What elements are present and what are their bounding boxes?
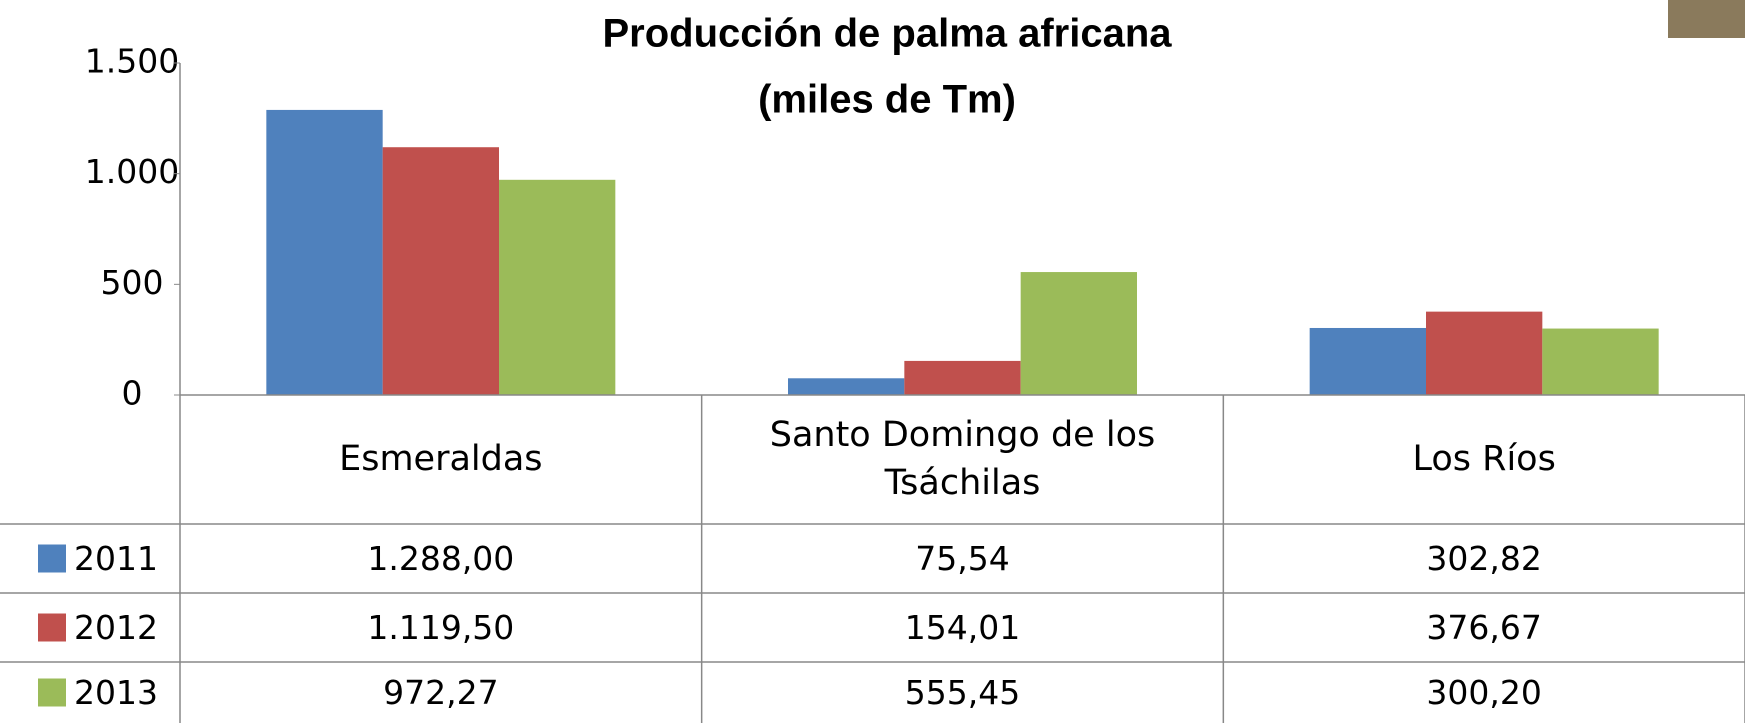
page: Producción de palma africana (miles de T… [0,0,1745,723]
y-tick-label: 1.000 [85,152,179,191]
category-cell: Los Ríos [1233,399,1735,520]
bar [904,361,1020,395]
bar [499,180,615,395]
value-label: 972,27 [383,673,498,712]
y-tick-label: 500 [101,263,164,302]
value-label: 300,20 [1426,673,1541,712]
category-cell: Esmeraldas [190,399,692,520]
bar [1021,272,1137,395]
bar [266,110,382,395]
bar [383,147,499,395]
value-label: 302,82 [1426,539,1541,578]
x-tick-label: Los Ríos [1233,399,1735,520]
x-tick-label: Santo Domingo de los Tsáchilas [712,399,1214,520]
photo-fragment [1668,0,1745,38]
legend-label: 2011 [74,539,158,578]
bar [1542,329,1658,395]
y-tick-label: 1.500 [85,42,179,81]
x-tick-label: Esmeraldas [190,399,692,520]
value-label: 1.119,50 [367,608,514,647]
bar [788,378,904,395]
y-tick-label: 0 [122,374,143,413]
chart: Producción de palma africana (miles de T… [0,0,1745,723]
bar [1426,312,1542,395]
value-label: 154,01 [905,608,1020,647]
chart-title: Producción de palma africana [602,12,1172,56]
chart-subtitle: (miles de Tm) [758,78,1016,122]
legend-label: 2013 [74,673,158,712]
legend-swatch [38,679,66,707]
value-label: 376,67 [1426,608,1541,647]
value-label: 1.288,00 [367,539,514,578]
legend-label: 2012 [74,608,158,647]
category-cell: Santo Domingo de los Tsáchilas [712,399,1214,520]
value-label: 75,54 [915,539,1009,578]
legend-swatch [38,545,66,573]
legend-swatch [38,614,66,642]
bar [1310,328,1426,395]
value-label: 555,45 [905,673,1020,712]
